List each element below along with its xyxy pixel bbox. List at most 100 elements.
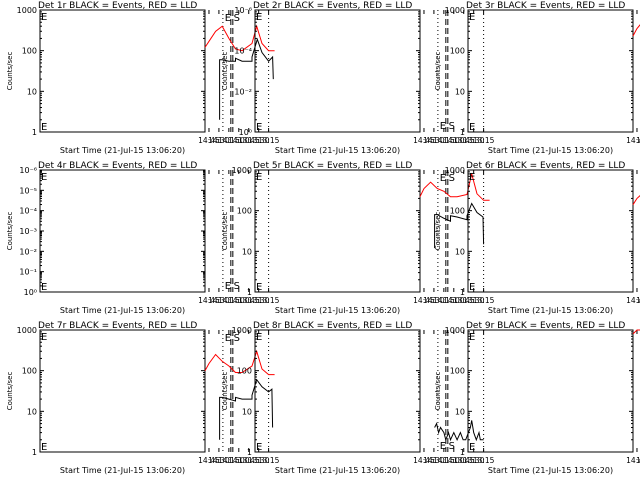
x-tick-label: 14:45 bbox=[413, 296, 435, 305]
plot-frame bbox=[467, 329, 634, 453]
y-tick-label: 10 bbox=[455, 407, 465, 416]
plot-frame bbox=[254, 329, 421, 453]
start-mark: S bbox=[449, 121, 455, 132]
chart-panel-2: Det 2r BLACK = Events, RED = LLD 10⁰ 10⁻² 1… bbox=[221, 1, 495, 155]
x-tick-label: 14:00 bbox=[443, 456, 465, 465]
corner-mark: E bbox=[469, 442, 475, 453]
x-tick-label: 14:30 bbox=[208, 456, 230, 465]
chart-title: Det 9r BLACK = Events, RED = LLD bbox=[466, 321, 625, 331]
y-tick-label: 100 bbox=[450, 367, 465, 376]
x-tick-label: 14:45 bbox=[626, 296, 640, 305]
y-tick-label: 10⁰ bbox=[24, 288, 37, 297]
x-tick-label: 14:15 bbox=[218, 136, 240, 145]
corner-mark: E bbox=[469, 172, 475, 183]
y-tick-label: 1000 bbox=[445, 326, 465, 335]
x-tick-label: 14:15 bbox=[218, 296, 240, 305]
chart-panel-1: Det 1r BLACK = Events, RED = LLD 1 10 100 10… bbox=[6, 1, 280, 155]
corner-mark: E bbox=[41, 442, 47, 453]
y-tick-label: 1 bbox=[460, 448, 465, 457]
start-mark: S bbox=[234, 281, 240, 292]
chart-panel-4: Det 4r BLACK = Events, RED = LLD 10⁰ 10⁻¹ 1… bbox=[6, 161, 280, 315]
y-axis-label: Counts/sec bbox=[6, 212, 14, 251]
x-tick-label: 14:45 bbox=[198, 296, 220, 305]
y-tick-label: 1000 bbox=[445, 166, 465, 175]
x-tick-label: 13:15 bbox=[473, 456, 495, 465]
x-tick-label: 14:15 bbox=[433, 456, 455, 465]
chart-title: Det 8r BLACK = Events, RED = LLD bbox=[253, 321, 412, 331]
x-tick-label: 14:15 bbox=[218, 456, 240, 465]
x-tick-label: 14:00 bbox=[443, 136, 465, 145]
chart-title: Det 6r BLACK = Events, RED = LLD bbox=[466, 161, 625, 171]
plot-frame bbox=[467, 9, 634, 133]
x-tick-label: 14:30 bbox=[636, 456, 640, 465]
corner-mark: E bbox=[469, 282, 475, 293]
lld-series-line bbox=[419, 173, 490, 201]
lld-series-line bbox=[632, 24, 640, 37]
plot-frame bbox=[39, 329, 206, 453]
corner-mark: E bbox=[41, 12, 47, 23]
y-tick-label: 1000 bbox=[232, 166, 252, 175]
end-mark: E bbox=[440, 441, 446, 452]
x-tick-label: 13:30 bbox=[248, 136, 270, 145]
x-tick-label: 13:30 bbox=[463, 296, 485, 305]
y-tick-label: 1 bbox=[460, 288, 465, 297]
x-tick-label: 14:45 bbox=[198, 136, 220, 145]
corner-mark: E bbox=[41, 282, 47, 293]
end-mark: E bbox=[440, 121, 446, 132]
x-axis-label: Start Time (21-Jul-15 13:06:20) bbox=[60, 306, 185, 315]
end-mark: E bbox=[440, 173, 446, 184]
plot-frame bbox=[467, 169, 634, 293]
x-tick-label: 13:15 bbox=[258, 296, 280, 305]
x-tick-label: 14:15 bbox=[433, 136, 455, 145]
y-axis-label: Counts/sec bbox=[6, 372, 14, 411]
y-tick-label: 1000 bbox=[17, 326, 37, 335]
y-tick-label: 10 bbox=[27, 87, 37, 96]
y-axis-label: Counts/sec bbox=[221, 372, 229, 411]
y-tick-label: 10⁰ bbox=[239, 128, 252, 137]
y-tick-label: 100 bbox=[22, 47, 37, 56]
y-tick-label: 10⁻⁶ bbox=[234, 6, 252, 15]
x-tick-label: 13:30 bbox=[463, 456, 485, 465]
chart-title: Det 4r BLACK = Events, RED = LLD bbox=[38, 161, 197, 171]
chart-title: Det 7r BLACK = Events, RED = LLD bbox=[38, 321, 197, 331]
chart-panel-5: Det 5r BLACK = Events, RED = LLD 1 10 100 10… bbox=[221, 161, 495, 315]
y-tick-label: 10⁻² bbox=[234, 87, 252, 96]
y-tick-label: 10⁻¹ bbox=[19, 268, 37, 277]
chart-panel-7: Det 7r BLACK = Events, RED = LLD 1 10 100 10… bbox=[6, 321, 280, 475]
chart-title: Det 1r BLACK = Events, RED = LLD bbox=[38, 1, 197, 11]
y-axis-label: Counts/sec bbox=[434, 212, 442, 251]
y-tick-label: 1000 bbox=[232, 326, 252, 335]
x-tick-label: 14:30 bbox=[423, 296, 445, 305]
x-axis-label: Start Time (21-Jul-15 13:06:20) bbox=[275, 466, 400, 475]
x-axis-label: Start Time (21-Jul-15 13:06:20) bbox=[488, 146, 613, 155]
y-axis-label: Counts/sec bbox=[434, 372, 442, 411]
y-tick-label: 1 bbox=[247, 288, 252, 297]
chart-panel-6: Det 6r BLACK = Events, RED = LLD 1 10 100 10… bbox=[434, 161, 640, 315]
x-tick-label: 14:45 bbox=[198, 456, 220, 465]
y-tick-label: 1 bbox=[460, 128, 465, 137]
x-tick-label: 14:30 bbox=[208, 136, 230, 145]
start-mark: S bbox=[449, 173, 455, 184]
y-tick-label: 1000 bbox=[17, 6, 37, 15]
x-tick-label: 13:30 bbox=[463, 136, 485, 145]
x-tick-label: 14:45 bbox=[413, 136, 435, 145]
x-tick-label: 13:45 bbox=[453, 136, 475, 145]
y-tick-label: 100 bbox=[450, 207, 465, 216]
x-tick-label: 14:30 bbox=[636, 136, 640, 145]
corner-mark: E bbox=[469, 12, 475, 23]
y-tick-label: 1000 bbox=[445, 6, 465, 15]
y-tick-label: 10⁻⁵ bbox=[19, 186, 37, 195]
corner-mark: E bbox=[256, 12, 262, 23]
plot-frame bbox=[39, 169, 206, 293]
events-series-line bbox=[219, 378, 274, 440]
y-tick-label: 10 bbox=[455, 247, 465, 256]
start-mark: S bbox=[449, 441, 455, 452]
y-axis-label: Counts/sec bbox=[221, 52, 229, 91]
x-tick-label: 13:15 bbox=[473, 296, 495, 305]
y-tick-label: 10 bbox=[455, 87, 465, 96]
x-tick-label: 14:00 bbox=[228, 456, 250, 465]
start-mark: S bbox=[234, 13, 240, 24]
x-tick-label: 14:00 bbox=[228, 136, 250, 145]
corner-mark: E bbox=[256, 122, 262, 133]
